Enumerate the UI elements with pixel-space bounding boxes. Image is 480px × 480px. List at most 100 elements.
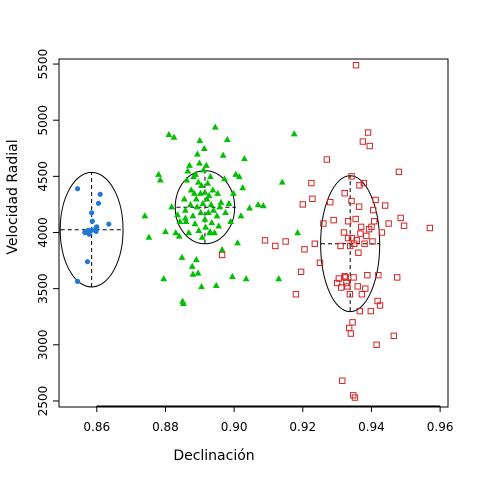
data-point [141, 212, 148, 218]
data-point [214, 190, 221, 196]
data-point [213, 282, 220, 288]
x-tick-label: 0.94 [358, 420, 385, 434]
data-point [386, 221, 391, 226]
data-point [291, 130, 298, 136]
data-point [365, 130, 370, 135]
x-tick-label: 0.88 [152, 420, 179, 434]
data-point [241, 155, 248, 161]
data-point [342, 190, 347, 195]
y-tick-label: 3500 [36, 273, 50, 304]
data-point [283, 239, 288, 244]
data-point [238, 212, 245, 218]
data-point [194, 150, 201, 156]
data-point [279, 179, 286, 185]
data-point [368, 308, 373, 313]
y-tick-label: 4500 [36, 161, 50, 192]
y-tick-label: 2500 [36, 386, 50, 417]
data-point [75, 279, 80, 284]
data-point [396, 169, 401, 174]
data-point [201, 145, 208, 151]
data-point [350, 320, 355, 325]
y-tick-label: 5500 [36, 49, 50, 80]
data-point [364, 233, 369, 238]
data-point [395, 275, 400, 280]
data-point [185, 229, 192, 235]
data-point [234, 239, 241, 245]
data-point [209, 186, 216, 192]
data-point [202, 216, 209, 222]
data-point [310, 196, 315, 201]
data-point [93, 229, 98, 234]
data-point [202, 223, 209, 229]
data-point [214, 212, 221, 218]
data-point [146, 234, 153, 240]
data-point [75, 186, 80, 191]
data-point [89, 210, 94, 215]
data-point [85, 259, 90, 264]
data-point [94, 224, 99, 229]
x-axis: 0.86 0.88 0.90 0.92 0.94 0.96 [83, 406, 453, 434]
data-point [183, 176, 190, 182]
data-point [355, 284, 360, 289]
data-point [328, 199, 333, 204]
data-point [229, 273, 236, 279]
data-point [372, 219, 377, 224]
data-point [198, 283, 205, 289]
data-point [298, 269, 303, 274]
data-point [168, 203, 175, 209]
data-point [212, 124, 219, 130]
data-point [218, 199, 225, 205]
data-point [341, 230, 346, 235]
data-point [246, 204, 253, 210]
data-point [219, 252, 224, 257]
data-point [224, 136, 231, 142]
data-point [222, 209, 229, 215]
data-point [160, 275, 167, 281]
data-point [294, 229, 301, 235]
data-point [262, 238, 267, 243]
data-point [346, 325, 351, 330]
data-point [255, 201, 262, 207]
data-point [208, 219, 215, 225]
data-point [195, 270, 202, 276]
data-point [165, 131, 172, 137]
data-point [340, 378, 345, 383]
data-point [219, 246, 226, 252]
plot-frame [59, 59, 448, 407]
data-point [193, 195, 200, 201]
data-point [90, 219, 95, 224]
data-point [202, 189, 209, 195]
x-tick-label: 0.96 [427, 420, 454, 434]
data-point [208, 201, 215, 207]
data-point [349, 198, 354, 203]
data-point [98, 192, 103, 197]
data-point [260, 202, 267, 208]
data-point [207, 173, 214, 179]
data-point [89, 228, 94, 233]
data-point [226, 200, 233, 206]
data-point [353, 62, 358, 67]
data-point [196, 159, 203, 165]
data-point [186, 162, 193, 168]
data-point [293, 292, 298, 297]
data-point [187, 201, 194, 207]
data-point [172, 229, 179, 235]
data-point [348, 331, 353, 336]
data-point [210, 207, 217, 213]
data-point [273, 243, 278, 248]
data-point [106, 221, 111, 226]
y-axis-label: Velocidad Radial [5, 139, 21, 254]
data-point [195, 227, 202, 233]
data-point [215, 222, 222, 228]
data-point [155, 171, 162, 177]
data-point [182, 207, 189, 213]
point-group-1 [60, 172, 123, 287]
data-point [356, 250, 361, 255]
data-point [382, 203, 387, 208]
data-point [162, 228, 169, 234]
x-tick-label: 0.86 [83, 420, 110, 434]
data-point [182, 215, 189, 221]
data-point [193, 256, 200, 262]
data-point [203, 162, 210, 168]
data-point [184, 167, 191, 173]
